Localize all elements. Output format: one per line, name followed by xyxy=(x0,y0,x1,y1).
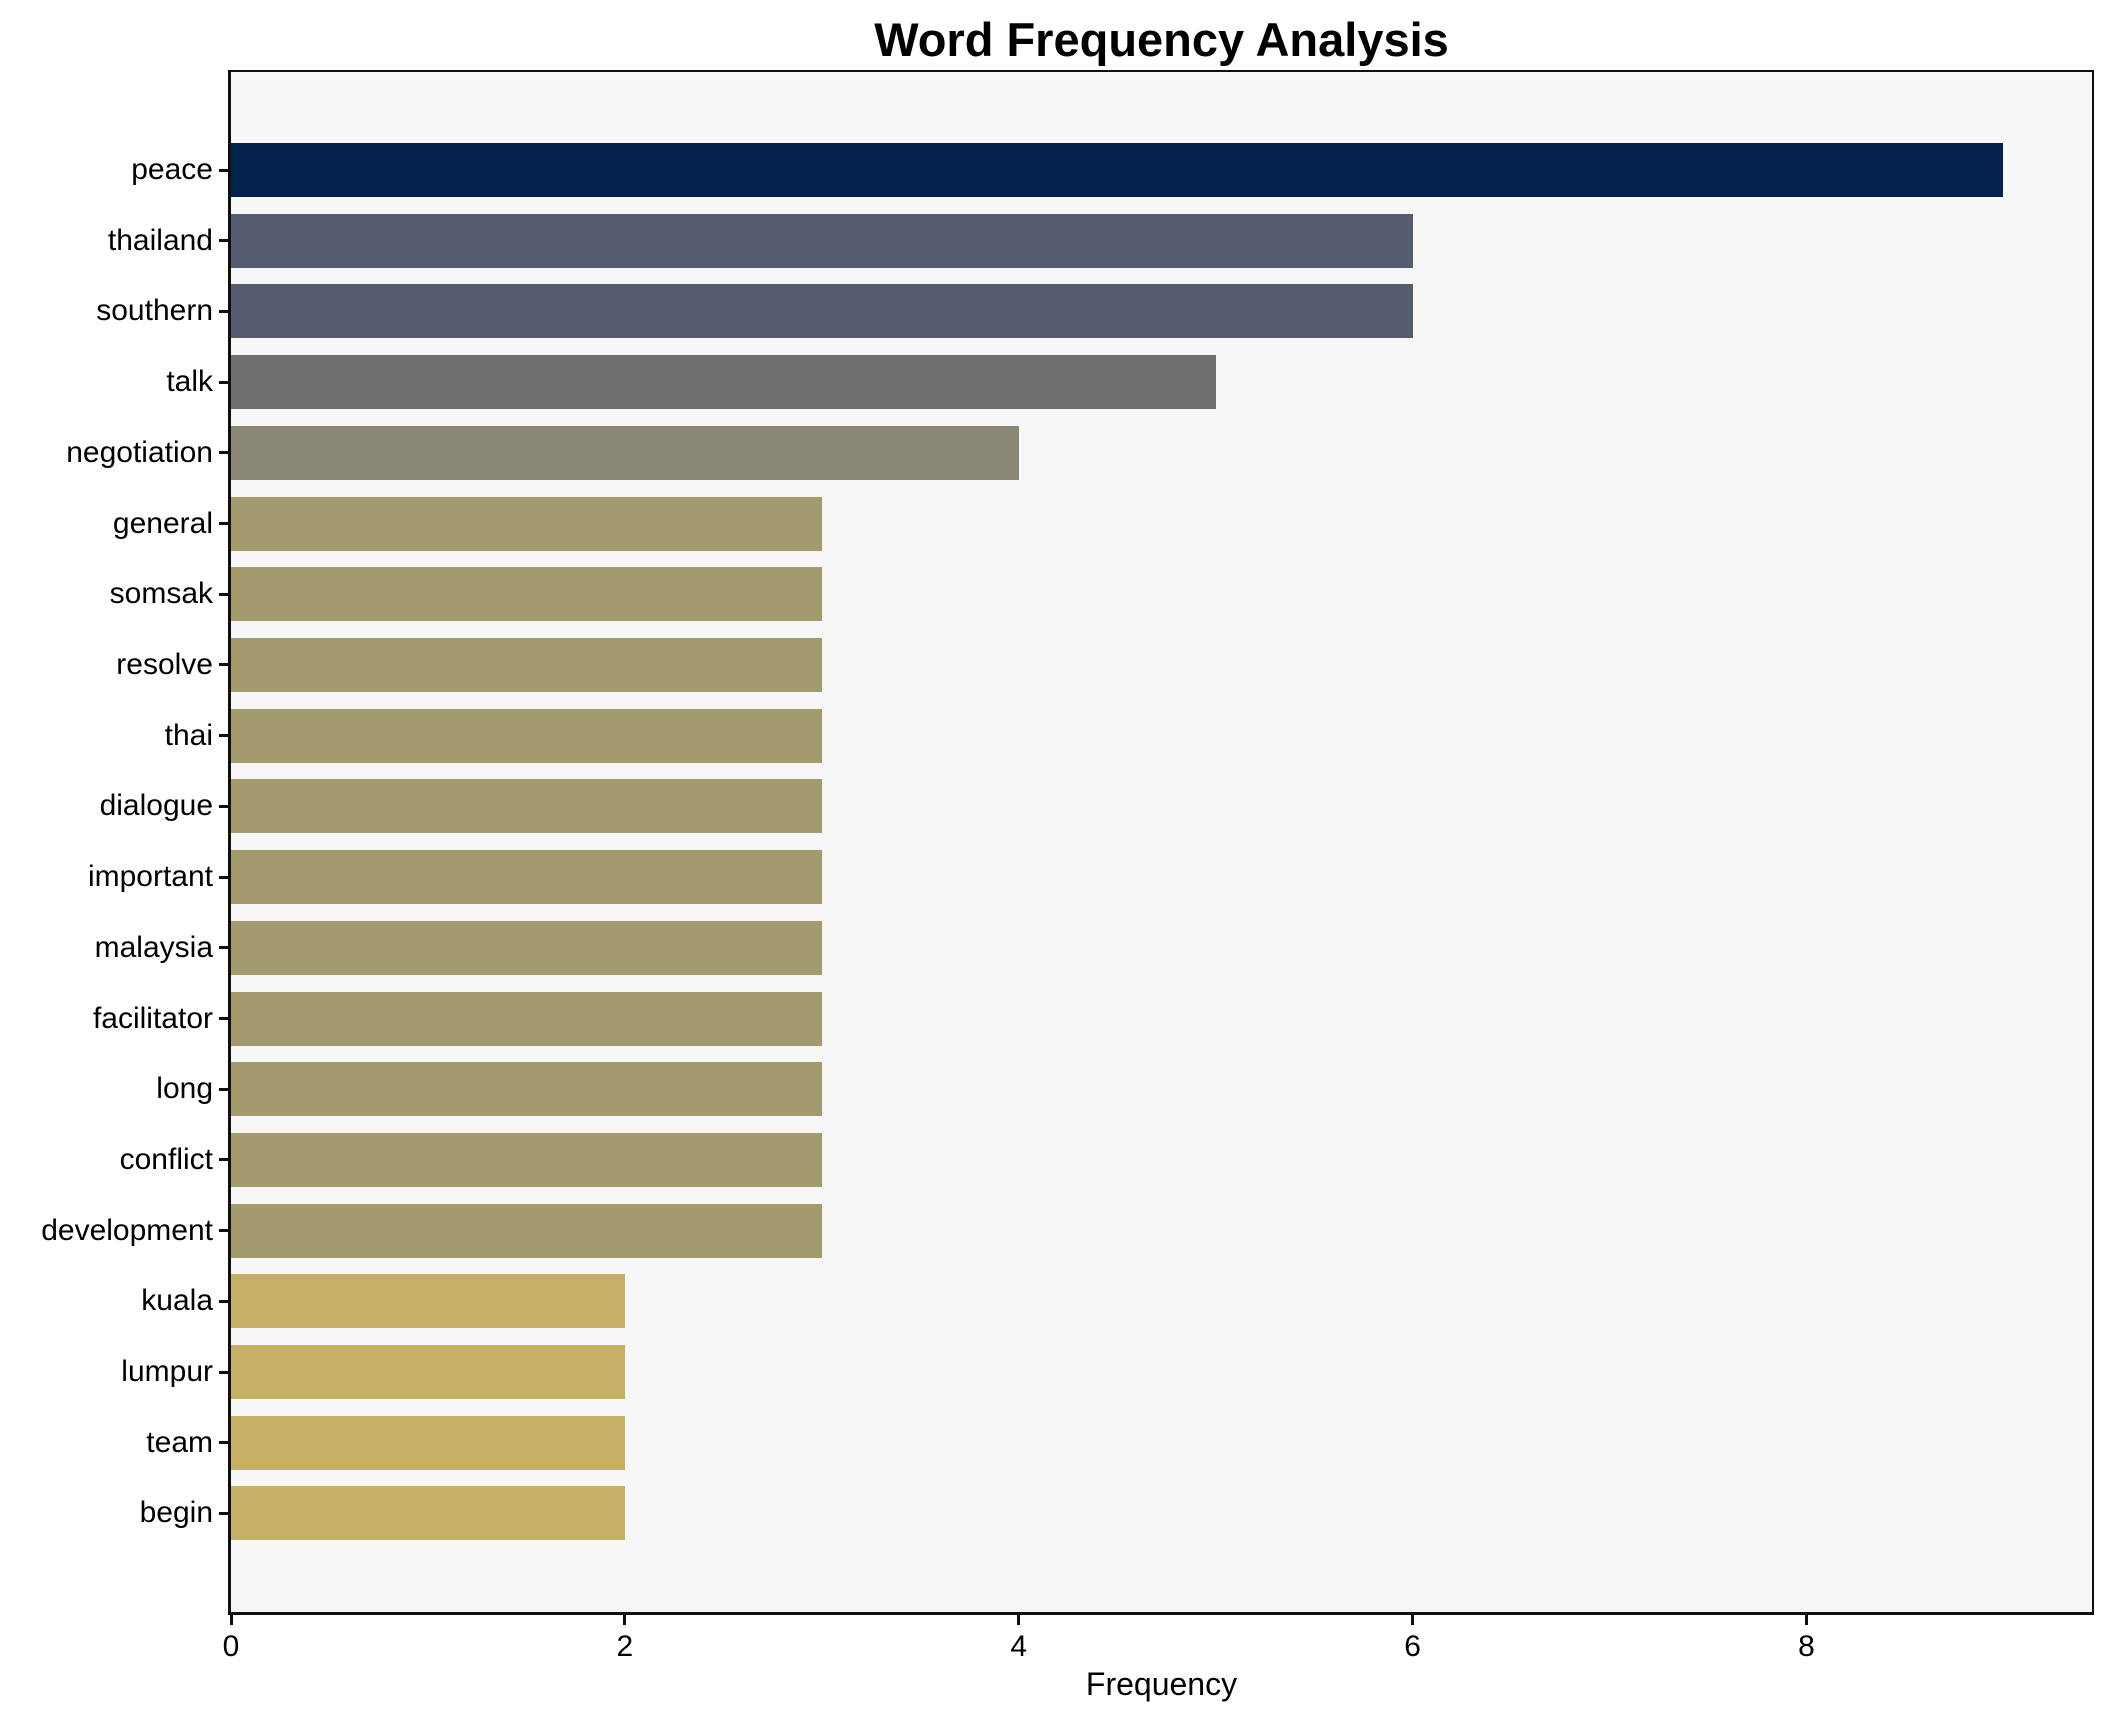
y-tick-label-thai: thai xyxy=(164,718,213,752)
x-axis-title: Frequency xyxy=(1085,1666,1238,1702)
y-tick-mark xyxy=(219,451,228,455)
x-tick-label-2: 2 xyxy=(616,1630,634,1663)
y-tick-label-facilitator: facilitator xyxy=(92,1001,213,1035)
y-tick-label-general: general xyxy=(112,506,213,540)
x-tick-label-4: 4 xyxy=(1010,1630,1028,1663)
y-tick-mark xyxy=(219,592,228,596)
y-tick-label-dialogue: dialogue xyxy=(99,789,213,823)
bar-dialogue xyxy=(231,779,822,834)
x-tick-mark xyxy=(1804,1615,1808,1625)
y-tick-mark xyxy=(219,875,228,879)
bar-peace xyxy=(231,143,2004,197)
y-tick-label-important: important xyxy=(87,860,213,894)
bar-general xyxy=(231,496,822,551)
x-tick-label-8: 8 xyxy=(1798,1630,1815,1663)
y-tick-mark xyxy=(219,1511,228,1515)
y-tick-mark xyxy=(219,1299,228,1303)
y-tick-mark xyxy=(219,1441,228,1445)
y-tick-label-talk: talk xyxy=(166,365,213,399)
bar-team xyxy=(231,1415,625,1470)
x-tick-mark xyxy=(623,1615,627,1625)
bar-malaysia xyxy=(231,920,822,975)
y-tick-label-peace: peace xyxy=(131,153,213,186)
bar-development xyxy=(231,1203,822,1258)
y-tick-label-negotiation: negotiation xyxy=(66,435,213,469)
chart-title: Word Frequency Analysis xyxy=(874,13,1449,66)
y-tick-label-long: long xyxy=(156,1072,213,1106)
y-tick-mark xyxy=(219,663,228,667)
y-tick-mark xyxy=(219,1087,228,1091)
y-tick-mark xyxy=(219,1370,228,1374)
y-tick-mark xyxy=(219,380,228,384)
bar-important xyxy=(231,850,822,905)
y-tick-label-kuala: kuala xyxy=(141,1284,213,1318)
bar-southern xyxy=(231,284,1413,339)
bar-kuala xyxy=(231,1274,625,1329)
bar-long xyxy=(231,1062,822,1117)
y-tick-mark xyxy=(219,1017,228,1021)
y-tick-label-southern: southern xyxy=(96,294,213,328)
y-tick-mark xyxy=(219,239,228,243)
y-tick-mark xyxy=(219,522,228,526)
y-tick-label-lumpur: lumpur xyxy=(121,1355,213,1389)
y-tick-mark xyxy=(219,1229,228,1233)
y-tick-mark xyxy=(219,1158,228,1162)
y-tick-label-somsak: somsak xyxy=(109,577,213,611)
bar-facilitator xyxy=(231,991,822,1046)
y-tick-mark xyxy=(219,734,228,738)
y-tick-label-thailand: thailand xyxy=(107,223,213,257)
x-tick-mark xyxy=(1411,1615,1415,1625)
bar-resolve xyxy=(231,637,822,692)
axis-spine xyxy=(228,70,2094,72)
y-tick-label-development: development xyxy=(41,1213,213,1247)
y-tick-mark xyxy=(219,804,228,808)
x-tick-label-6: 6 xyxy=(1404,1630,1421,1663)
axis-spine xyxy=(228,1612,2094,1615)
y-tick-label-conflict: conflict xyxy=(119,1142,213,1176)
x-tick-mark xyxy=(1017,1615,1021,1625)
y-tick-label-begin: begin xyxy=(139,1496,213,1530)
plot-area xyxy=(231,72,2092,1612)
bar-begin xyxy=(231,1486,625,1541)
bar-conflict xyxy=(231,1132,822,1187)
bar-thailand xyxy=(231,213,1413,268)
bar-somsak xyxy=(231,567,822,622)
y-tick-label-malaysia: malaysia xyxy=(94,930,213,964)
y-tick-label-team: team xyxy=(146,1425,213,1459)
axis-spine xyxy=(228,70,231,1615)
bar-thai xyxy=(231,708,822,763)
axis-spine xyxy=(2092,70,2094,1615)
x-tick-label-0: 0 xyxy=(222,1630,240,1663)
y-tick-mark xyxy=(219,168,228,172)
bar-negotiation xyxy=(231,425,1019,480)
bar-lumpur xyxy=(231,1345,625,1400)
y-tick-mark xyxy=(219,946,228,950)
y-tick-label-resolve: resolve xyxy=(116,647,213,681)
bar-talk xyxy=(231,355,1216,410)
x-tick-mark xyxy=(229,1615,233,1625)
y-tick-mark xyxy=(219,309,228,313)
